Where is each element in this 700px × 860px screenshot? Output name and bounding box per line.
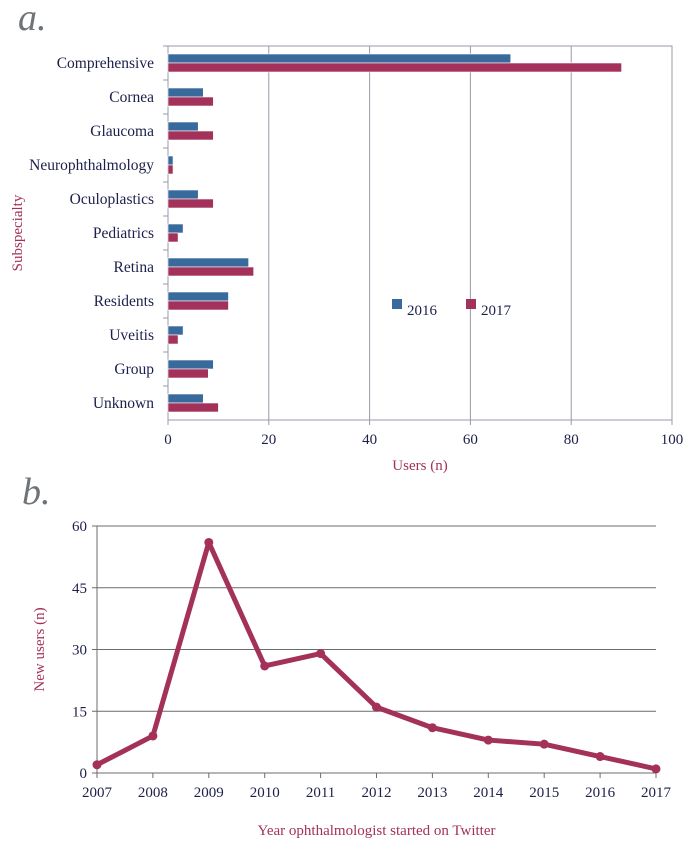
bar-chart-subspecialty: 0 20 40 60 80 100 Comprehensive Cornea Glaucoma N… (10, 45, 684, 474)
data-point (651, 764, 661, 774)
bar-2017 (167, 62, 622, 73)
category-label: Residents (94, 293, 154, 310)
y-tick-label: 45 (72, 581, 87, 597)
x-tick-label: 2009 (194, 785, 224, 801)
y-axis-title: Subspecialty (10, 194, 26, 271)
bar-2017 (167, 96, 214, 107)
data-point (316, 649, 326, 659)
x-tick-label: 2015 (529, 785, 559, 801)
y-tick-label: 0 (80, 766, 88, 782)
legend-label-2017: 2017 (481, 303, 512, 319)
bar-2017 (167, 266, 254, 277)
category-label: Pediatrics (93, 225, 154, 242)
category-label: Retina (114, 259, 155, 276)
data-point (427, 723, 437, 733)
legend-label-2016: 2016 (407, 303, 438, 319)
data-point (260, 661, 270, 671)
data-point (92, 760, 102, 770)
y-axis-title: New users (n) (32, 607, 48, 691)
bar-2017 (167, 164, 174, 175)
bar-2017 (167, 402, 219, 413)
y-tick-label: 15 (72, 704, 87, 720)
bar-2017 (167, 334, 179, 345)
category-label: Unknown (93, 395, 154, 412)
category-label: Oculoplastics (70, 191, 154, 208)
category-label: Uveitis (109, 327, 154, 344)
data-point (204, 537, 214, 547)
y-tick-label: 30 (72, 643, 87, 659)
panel-a-label: a. (18, 0, 47, 39)
x-tick-label: 2007 (82, 785, 113, 801)
x-tick-label: 20 (261, 432, 276, 448)
x-tick-label: 60 (463, 432, 478, 448)
category-label: Neurophthalmology (29, 157, 154, 174)
x-tick-label: 2012 (362, 785, 392, 801)
x-axis-title: Users (n) (392, 458, 447, 474)
data-point (539, 739, 549, 749)
x-tick-label: 0 (164, 432, 172, 448)
category-label: Cornea (109, 89, 154, 106)
data-point (372, 702, 381, 712)
x-tick-label: 2016 (585, 785, 616, 801)
x-axis-title: Year ophthalmologist started on Twitter (258, 823, 496, 839)
bar-2017 (167, 368, 209, 379)
data-point (595, 752, 605, 762)
bar-2017 (167, 232, 179, 243)
bar-2017 (167, 300, 229, 311)
panel-b-label: b. (22, 471, 51, 513)
x-tick-label: 2017 (641, 785, 672, 801)
x-tick-label: 2013 (417, 785, 447, 801)
category-label: Glaucoma (90, 123, 154, 140)
data-point (148, 731, 158, 741)
category-label: Comprehensive (57, 55, 154, 72)
legend-swatch-2017 (466, 299, 476, 309)
category-label: Group (114, 361, 154, 378)
bar-2017 (167, 130, 214, 141)
bar-2017 (167, 198, 214, 209)
x-tick-label: 2008 (138, 785, 168, 801)
data-point (483, 735, 493, 745)
legend-swatch-2016 (392, 299, 402, 309)
x-tick-label: 80 (564, 432, 579, 448)
x-tick-label: 40 (362, 432, 377, 448)
series-line (94, 539, 659, 772)
y-tick-label: 60 (72, 519, 87, 535)
x-tick-label: 2011 (306, 785, 335, 801)
x-tick-label: 2010 (250, 785, 280, 801)
x-tick-label: 2014 (473, 785, 504, 801)
x-tick-label: 100 (661, 432, 684, 448)
